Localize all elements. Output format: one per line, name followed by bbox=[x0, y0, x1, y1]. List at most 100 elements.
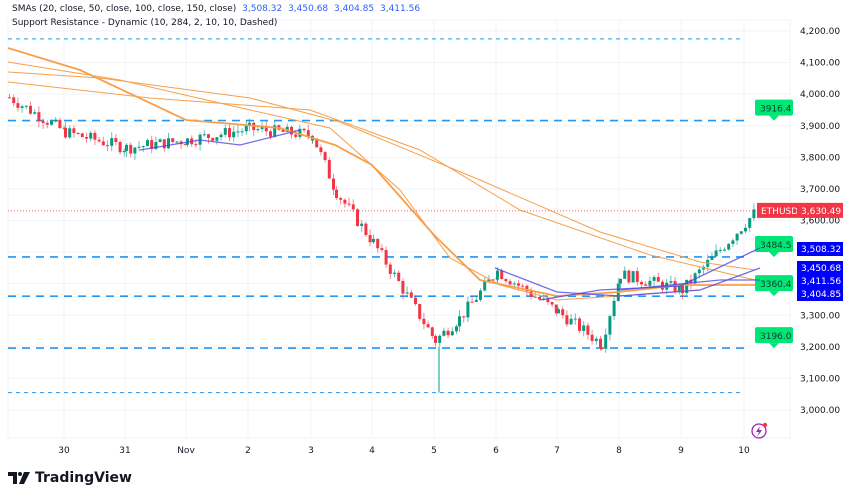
x-axis-label: 10 bbox=[738, 446, 750, 456]
candle bbox=[129, 144, 133, 154]
sma-line bbox=[539, 247, 761, 301]
x-axis-label: Nov bbox=[177, 446, 195, 456]
candle bbox=[470, 301, 474, 303]
candle bbox=[110, 138, 114, 146]
candle bbox=[517, 283, 520, 286]
candle bbox=[319, 147, 323, 153]
tradingview-logo[interactable]: TradingView bbox=[8, 470, 132, 486]
candle bbox=[194, 144, 198, 146]
candle bbox=[727, 243, 731, 250]
candle bbox=[137, 146, 141, 148]
sma-value-2: 3,450.68 bbox=[288, 4, 329, 14]
candle bbox=[323, 152, 327, 161]
sr-legend-row[interactable]: Support Resistance - Dynamic (10, 284, 2… bbox=[12, 18, 278, 28]
sma-value-1: 3,508.32 bbox=[242, 4, 283, 14]
candle bbox=[718, 250, 722, 252]
candle bbox=[491, 279, 495, 281]
candle bbox=[315, 138, 319, 148]
candle bbox=[175, 141, 179, 143]
candle bbox=[162, 139, 166, 149]
candle bbox=[37, 112, 41, 122]
candle bbox=[714, 250, 718, 257]
candle bbox=[669, 281, 673, 283]
sma-tag: 3,450.68 bbox=[801, 264, 841, 274]
candle bbox=[118, 141, 122, 153]
candle bbox=[33, 112, 37, 114]
candle bbox=[158, 139, 162, 143]
candle bbox=[546, 298, 550, 303]
candle bbox=[54, 119, 58, 122]
candle bbox=[24, 105, 28, 107]
candle bbox=[538, 296, 541, 300]
candle bbox=[599, 338, 602, 349]
lightning-alert-icon[interactable] bbox=[751, 422, 768, 439]
candle bbox=[748, 218, 752, 228]
sr-label: 3916.4 bbox=[760, 105, 792, 115]
candle bbox=[578, 318, 581, 331]
candle bbox=[458, 316, 461, 327]
candle bbox=[141, 146, 145, 148]
candle bbox=[380, 248, 384, 251]
candle bbox=[521, 285, 525, 287]
sr-label: 3360.4 bbox=[760, 280, 792, 290]
candle bbox=[223, 128, 227, 135]
candle bbox=[114, 138, 118, 142]
sma-line bbox=[494, 267, 761, 297]
x-axis-label: 8 bbox=[616, 446, 622, 456]
candle bbox=[339, 198, 343, 200]
candle bbox=[631, 271, 635, 283]
candle bbox=[347, 203, 351, 205]
candle bbox=[744, 227, 747, 232]
candle bbox=[689, 279, 693, 284]
sr-label-box bbox=[755, 327, 793, 344]
sma-tag-1: 3,508.32 bbox=[801, 245, 841, 255]
candle bbox=[496, 270, 499, 277]
candle bbox=[681, 285, 684, 294]
sma-line bbox=[619, 279, 760, 291]
sma-value-3: 3,404.85 bbox=[334, 4, 375, 14]
candle bbox=[569, 318, 573, 325]
candle bbox=[327, 160, 331, 179]
candle bbox=[45, 122, 49, 125]
y-axis-label: 3,100.00 bbox=[800, 374, 840, 384]
sma-legend-label: SMAs (20, close, 50, close, 100, close, … bbox=[12, 4, 237, 14]
candle bbox=[604, 334, 608, 349]
candle bbox=[418, 304, 422, 319]
candle bbox=[281, 129, 285, 132]
candle bbox=[133, 147, 137, 154]
y-axis-label: 4,200.00 bbox=[800, 27, 840, 37]
chart-legend: SMAs (20, close, 50, close, 100, close, … bbox=[12, 2, 420, 30]
candle bbox=[462, 316, 466, 318]
candle bbox=[12, 97, 16, 104]
candle bbox=[608, 316, 612, 335]
candle bbox=[648, 280, 652, 286]
y-axis-label: 3,900.00 bbox=[800, 122, 840, 132]
candle bbox=[565, 315, 569, 325]
candle bbox=[422, 318, 426, 325]
candle bbox=[335, 189, 338, 199]
candle bbox=[590, 334, 594, 341]
candle bbox=[183, 144, 187, 146]
candle bbox=[640, 281, 643, 285]
candle bbox=[332, 178, 335, 190]
candle bbox=[504, 279, 508, 282]
candle bbox=[311, 138, 314, 141]
y-axis-label: 3,300.00 bbox=[800, 311, 840, 321]
candle bbox=[89, 132, 93, 139]
candle bbox=[351, 204, 355, 210]
candle bbox=[644, 284, 648, 286]
candle bbox=[446, 330, 450, 336]
sma-line bbox=[139, 129, 301, 151]
candle bbox=[483, 281, 487, 291]
candle bbox=[652, 277, 656, 281]
symbol-tag bbox=[757, 202, 797, 218]
candle bbox=[29, 105, 32, 114]
candle bbox=[202, 134, 206, 136]
candle bbox=[240, 131, 244, 133]
candle bbox=[154, 142, 158, 149]
sma-legend-row[interactable]: SMAs (20, close, 50, close, 100, close, … bbox=[12, 2, 420, 16]
candle bbox=[356, 209, 359, 226]
candle bbox=[550, 302, 554, 305]
candle bbox=[211, 137, 215, 141]
